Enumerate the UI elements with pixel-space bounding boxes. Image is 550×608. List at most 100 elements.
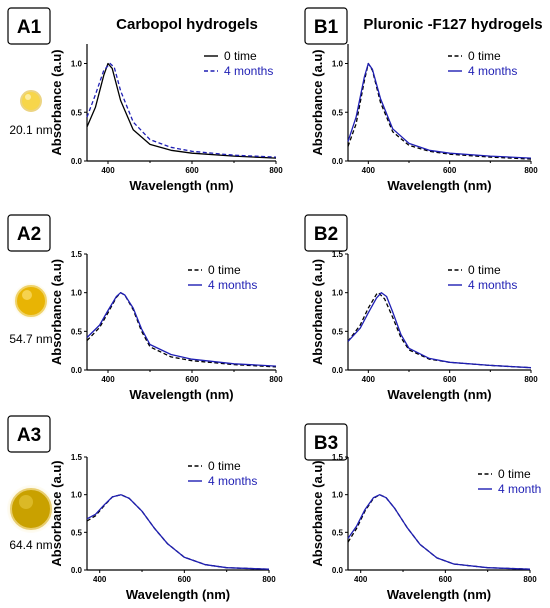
y-axis-title: Absorbance (a.u) <box>49 49 64 155</box>
series-line-4-months <box>347 62 532 159</box>
legend-label: 4 months <box>208 278 257 292</box>
x-axis-title: Wavelength (nm) <box>129 178 233 193</box>
x-tick-label: 400 <box>101 375 115 384</box>
legend-label: 0 time <box>468 263 501 277</box>
series-line-4-months <box>86 292 277 367</box>
nanoparticle-20nm-highlight <box>25 94 31 100</box>
y-tick-label: 0.5 <box>71 528 83 537</box>
column-title-pluronic: Pluronic -F127 hydrogels <box>363 16 542 33</box>
nanoparticle-64nm: 64.4 nm <box>7 485 55 552</box>
x-tick-label: 400 <box>354 575 368 584</box>
y-axis-title: Absorbance (a.u) <box>310 49 325 155</box>
y-tick-label: 1.0 <box>71 60 83 69</box>
nanoparticle-54nm-icon <box>15 285 47 317</box>
x-tick-label: 600 <box>443 166 457 175</box>
legend-label: 4 month <box>498 482 541 496</box>
x-axis-title: Wavelength (nm) <box>387 387 491 402</box>
legend-label: 4 months <box>468 64 517 78</box>
y-tick-label: 0.5 <box>71 327 83 336</box>
x-tick-label: 800 <box>262 575 276 584</box>
panel-label-box <box>7 415 51 453</box>
y-tick-label: 0.5 <box>332 108 344 117</box>
x-axis-title: Wavelength (nm) <box>126 587 230 602</box>
series-line-0-time <box>347 292 532 369</box>
panel-label-box <box>7 7 51 45</box>
panel-label-box <box>304 7 348 45</box>
y-tick-label: 1.5 <box>71 453 83 462</box>
y-tick-label: 1.5 <box>332 250 344 259</box>
y-tick-label: 1.0 <box>71 289 83 298</box>
legend-label: 0 time <box>208 263 241 277</box>
x-axis-title: Wavelength (nm) <box>387 587 491 602</box>
panel-label: A3 <box>17 425 41 446</box>
panel-label-box <box>304 214 348 252</box>
chart-panel-A3: A3 0.0 0.5 1.0 1.5 400 600 800 Wavelength (nm) Ab… <box>7 415 276 602</box>
panel-label: B1 <box>314 17 339 38</box>
nanoparticle-54nm: 54.7 nm <box>9 283 53 346</box>
series-line-4-months <box>347 494 531 570</box>
chart-panel-B3: B3 0.0 0.5 1.0 1.5 400 600 800 Wavelength (nm) Ab… <box>304 423 541 602</box>
series-line-0-time <box>86 494 270 570</box>
x-tick-label: 800 <box>524 375 538 384</box>
legend-label: 4 months <box>468 278 517 292</box>
chart-panel-A1: A1 0.0 0.5 1.0 400 600 800 Wavelength (nm) Absor… <box>7 7 283 193</box>
y-tick-label: 1.5 <box>332 453 344 462</box>
x-tick-label: 600 <box>185 166 199 175</box>
column-title-carbopol: Carbopol hydrogels <box>116 16 258 33</box>
legend-label: 0 time <box>224 49 257 63</box>
y-tick-label: 1.0 <box>332 60 344 69</box>
x-axis-title: Wavelength (nm) <box>129 387 233 402</box>
y-tick-label: 0.5 <box>332 528 344 537</box>
x-tick-label: 800 <box>524 166 538 175</box>
nanoparticle-64nm-highlight <box>19 495 33 509</box>
series-line-4-months <box>86 494 270 570</box>
y-tick-label: 0.0 <box>332 157 344 166</box>
x-tick-label: 600 <box>443 375 457 384</box>
panel-label: A1 <box>17 17 42 38</box>
legend-label: 4 months <box>224 64 273 78</box>
x-tick-label: 800 <box>269 375 283 384</box>
series-line-0-time <box>86 62 277 159</box>
y-tick-label: 1.0 <box>332 289 344 298</box>
nanoparticle-54nm-highlight <box>22 290 32 300</box>
chart-panel-B2: B2 0.0 0.5 1.0 1.5 400 600 800 Wavelength (nm) Ab… <box>304 214 538 402</box>
legend-label: 4 months <box>208 474 257 488</box>
nanoparticle-64nm-icon <box>10 488 52 530</box>
nanoparticle-64nm-label: 64.4 nm <box>9 538 52 552</box>
legend-label: 0 time <box>498 467 531 481</box>
legend-label: 0 time <box>208 459 241 473</box>
panel-label: B2 <box>314 224 338 245</box>
legend-label: 0 time <box>468 49 501 63</box>
y-axis-title: Absorbance (a.u) <box>310 460 325 566</box>
panel-label-box <box>304 423 348 461</box>
x-tick-label: 800 <box>269 166 283 175</box>
nanoparticle-20nm-label: 20.1 nm <box>9 123 52 137</box>
nanoparticle-54nm-label: 54.7 nm <box>9 332 52 346</box>
y-tick-label: 0.0 <box>71 566 83 575</box>
y-tick-label: 1.0 <box>332 491 344 500</box>
y-tick-label: 1.5 <box>71 250 83 259</box>
nanoparticle-20nm: 20.1 nm <box>9 90 53 137</box>
y-axis-title: Absorbance (a.u) <box>49 259 64 365</box>
y-tick-label: 0.0 <box>71 157 83 166</box>
y-axis-title: Absorbance (a.u) <box>310 259 325 365</box>
chart-panel-A2: A2 0.0 0.5 1.0 1.5 400 600 800 Wavelength (nm) Ab… <box>7 214 283 402</box>
panel-label: A2 <box>17 224 41 245</box>
series-line-4-months <box>86 62 277 158</box>
y-tick-label: 0.0 <box>332 366 344 375</box>
y-tick-label: 0.0 <box>332 566 344 575</box>
chart-panels: A1 0.0 0.5 1.0 400 600 800 Wavelength (nm) Absor… <box>7 7 541 602</box>
x-tick-label: 400 <box>362 375 376 384</box>
chart-panel-B1: B1 0.0 0.5 1.0 400 600 800 Wavelength (nm) Absor… <box>304 7 538 193</box>
y-tick-label: 0.0 <box>71 366 83 375</box>
x-tick-label: 400 <box>101 166 115 175</box>
y-tick-label: 0.5 <box>71 108 83 117</box>
panel-label-box <box>7 214 51 252</box>
x-tick-label: 600 <box>439 575 453 584</box>
series-line-0-time <box>86 292 277 368</box>
series-line-4-months <box>347 292 532 369</box>
x-tick-label: 400 <box>93 575 107 584</box>
panel-label: B3 <box>314 433 338 454</box>
x-axis-title: Wavelength (nm) <box>387 178 491 193</box>
